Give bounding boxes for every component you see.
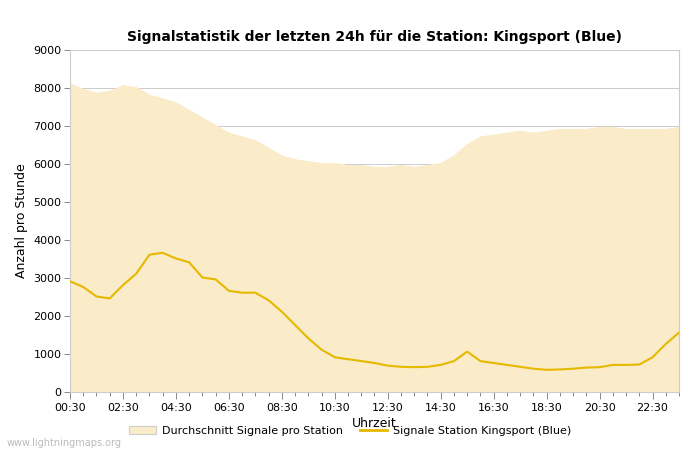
Text: www.lightningmaps.org: www.lightningmaps.org (7, 438, 122, 448)
Legend: Durchschnitt Signale pro Station, Signale Station Kingsport (Blue): Durchschnitt Signale pro Station, Signal… (125, 421, 575, 440)
X-axis label: Uhrzeit: Uhrzeit (352, 417, 397, 430)
Y-axis label: Anzahl pro Stunde: Anzahl pro Stunde (15, 163, 28, 278)
Title: Signalstatistik der letzten 24h für die Station: Kingsport (Blue): Signalstatistik der letzten 24h für die … (127, 30, 622, 44)
